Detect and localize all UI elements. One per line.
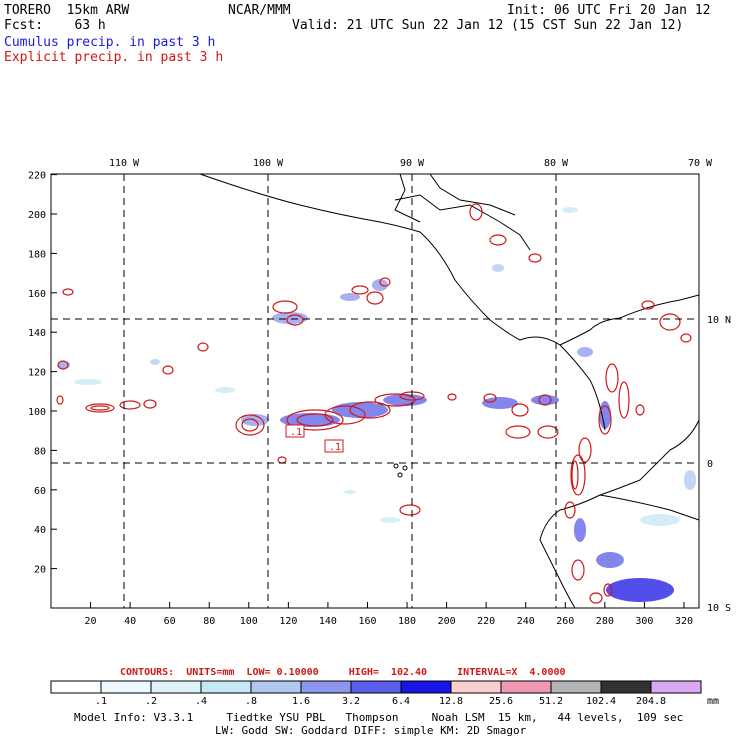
colorbar-label: .2: [144, 696, 158, 707]
x-tick-label: 160: [358, 616, 376, 627]
cumulus-legend: Cumulus precip. in past 3 h: [4, 35, 216, 50]
lon-label: 100 W: [253, 158, 284, 169]
x-tick-label: 40: [124, 616, 136, 627]
x-tick-label: 200: [438, 616, 456, 627]
lat-label: 0: [707, 459, 713, 470]
colorbar-label: .8: [244, 696, 258, 707]
y-tick-label: 120: [28, 368, 46, 379]
colorbar-swatch: [100, 680, 152, 694]
explicit-legend: Explicit precip. in past 3 h: [4, 50, 224, 65]
colorbar-label: 3.2: [341, 696, 361, 707]
init-time: Init: 06 UTC Fri 20 Jan 12: [507, 3, 711, 18]
y-tick-label: 220: [28, 171, 46, 182]
x-tick-label: 180: [398, 616, 416, 627]
physics-info: LW: Godd SW: Goddard DIFF: simple KM: 2D…: [215, 724, 527, 737]
x-tick-label: 140: [319, 616, 337, 627]
x-tick-label: 80: [203, 616, 215, 627]
y-tick-label: 20: [34, 565, 46, 576]
lat-label: 10 S: [707, 603, 731, 614]
forecast-hour: Fcst: 63 h: [4, 18, 106, 33]
colorbar-swatch: [300, 680, 352, 694]
x-tick-label: 120: [279, 616, 297, 627]
colorbar-swatch: [150, 680, 202, 694]
low-markers: .1 .1: [285, 424, 344, 453]
y-axis-ticks: 20 40 60 80 100 120 140 160 180 200 220: [28, 171, 46, 576]
lon-label: 110 W: [109, 158, 140, 169]
colorbar-label: 51.2: [538, 696, 564, 707]
x-tick-label: 20: [85, 616, 97, 627]
x-tick-label: 320: [675, 616, 693, 627]
x-tick-label: 280: [596, 616, 614, 627]
x-tick-label: 300: [635, 616, 653, 627]
coastlines: [199, 173, 700, 609]
map-frame: [50, 173, 700, 609]
x-tick-label: 240: [517, 616, 535, 627]
colorbar-swatch: [550, 680, 602, 694]
colorbar-swatch: [450, 680, 502, 694]
colorbar-label: 1.6: [291, 696, 311, 707]
y-tick-label: 60: [34, 486, 46, 497]
colorbar-swatch: [250, 680, 302, 694]
valid-time: Valid: 21 UTC Sun 22 Jan 12 (15 CST Sun …: [292, 18, 684, 33]
colorbar-label: 6.4: [391, 696, 411, 707]
colorbar-label: .1: [94, 696, 108, 707]
x-tick-label: 100: [240, 616, 258, 627]
colorbar-label: 204.8: [635, 696, 667, 707]
colorbar-label: 25.6: [488, 696, 514, 707]
y-tick-label: 100: [28, 407, 46, 418]
colorbar-label: .4: [194, 696, 208, 707]
model-info: Model Info: V3.3.1 Tiedtke YSU PBL Thomp…: [74, 711, 684, 724]
low-marker-label: .1: [329, 442, 341, 453]
colorbar-swatch: [400, 680, 452, 694]
colorbar-label: 12.8: [438, 696, 464, 707]
lon-label: 70 W: [688, 158, 713, 169]
x-tick-label: 260: [556, 616, 574, 627]
x-tick-label: 60: [164, 616, 176, 627]
colorbar-swatch: [650, 680, 702, 694]
lat-lon-grid: [51, 174, 699, 608]
colorbar-swatch: [600, 680, 652, 694]
colorbar-swatch: [200, 680, 252, 694]
y-tick-label: 40: [34, 525, 46, 536]
y-tick-label: 180: [28, 249, 46, 260]
colorbar-swatch: [50, 680, 102, 694]
y-tick-label: 80: [34, 446, 46, 457]
axis-tick-marks: [51, 174, 685, 608]
x-axis-ticks: 20 40 60 80 100 120 140 160 180 200 220 240 260 280 30…: [85, 616, 693, 627]
y-tick-label: 200: [28, 210, 46, 221]
lon-label: 80 W: [544, 158, 569, 169]
colorbar: [50, 680, 702, 694]
colorbar-swatch: [500, 680, 552, 694]
explicit-precip-contours: [56, 203, 692, 604]
lat-label: 10 N: [707, 315, 731, 326]
x-tick-label: 220: [477, 616, 495, 627]
model-title: TORERO 15km ARW: [4, 3, 130, 18]
colorbar-unit: mm: [707, 696, 720, 707]
low-marker-label: .1: [290, 427, 302, 438]
contour-info: CONTOURS: UNITS=mm LOW= 0.10000 HIGH= 10…: [120, 667, 566, 678]
y-tick-label: 160: [28, 289, 46, 300]
colorbar-swatch: [350, 680, 402, 694]
y-tick-label: 140: [28, 328, 46, 339]
lon-label: 90 W: [400, 158, 425, 169]
org-label: NCAR/MMM: [228, 3, 291, 18]
colorbar-label: 102.4: [585, 696, 617, 707]
